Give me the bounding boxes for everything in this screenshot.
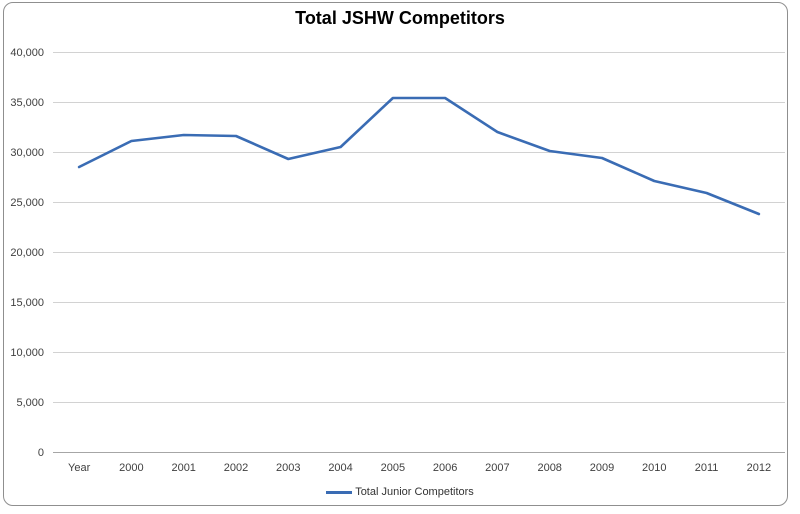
x-axis-tick-label: 2005: [380, 462, 406, 474]
y-axis-tick-label: 5,000: [16, 396, 44, 409]
y-axis-tick-label: 15,000: [10, 296, 44, 309]
x-axis-tick-label: 2001: [171, 462, 196, 474]
x-axis-tick-label: 2010: [642, 462, 667, 474]
x-axis-tick-label: 2000: [119, 462, 144, 474]
y-axis-tick-label: 20,000: [10, 246, 44, 259]
y-axis-tick-label: 35,000: [10, 96, 44, 109]
y-axis-tick-label: 25,000: [10, 196, 44, 209]
x-axis-tick-label: 2004: [328, 462, 353, 474]
chart-title: Total JSHW Competitors: [295, 8, 505, 28]
x-axis-tick-label: 2007: [485, 462, 510, 474]
y-axis-tick-label: 10,000: [10, 346, 44, 359]
x-axis-tick-label: 2011: [694, 462, 719, 474]
x-axis-tick-label: 2002: [223, 462, 249, 474]
y-axis-tick-label: 0: [37, 446, 44, 459]
x-axis-tick-label: 2003: [276, 462, 301, 474]
legend-line-sample: [326, 490, 353, 494]
y-axis-tick-label: 30,000: [10, 146, 44, 159]
legend: Total Junior Competitors: [0, 486, 800, 498]
x-axis-tick-label: 2012: [746, 462, 772, 474]
x-axis-tick-label: Year: [68, 462, 91, 474]
x-axis-tick-label: 2006: [432, 462, 458, 474]
data-series-line: [77, 96, 761, 216]
x-axis-tick-label: 2009: [589, 462, 615, 474]
chart-border-frame: [3, 2, 788, 506]
x-axis-tick-label: 2008: [537, 462, 562, 474]
legend-label: Total Junior Competitors: [355, 486, 474, 498]
y-axis-tick-label: 40,000: [10, 46, 44, 59]
